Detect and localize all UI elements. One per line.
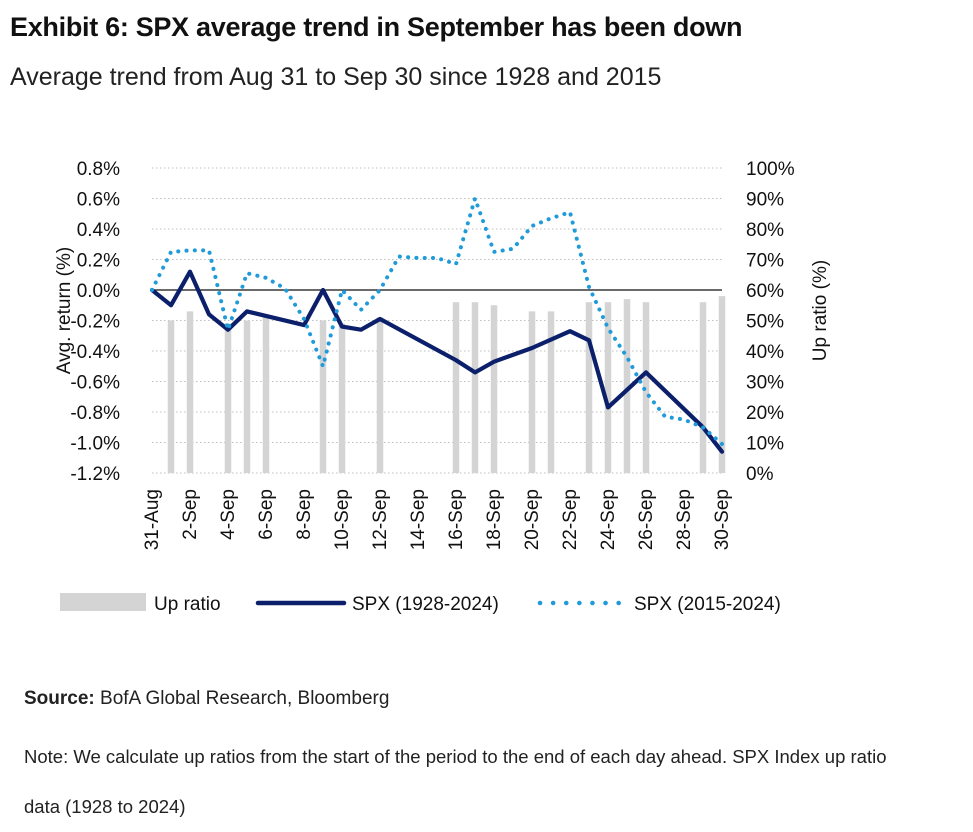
- x-tick-label: 6-Sep: [256, 489, 277, 540]
- legend-label-up-ratio: Up ratio: [154, 594, 221, 615]
- up-ratio-bar: [623, 299, 631, 473]
- x-tick-label: 20-Sep: [522, 489, 543, 550]
- up-ratio-bar: [699, 302, 707, 473]
- up-ratio-bar: [319, 320, 327, 473]
- up-ratio-bar: [547, 311, 555, 473]
- right-tick-label: 40%: [746, 342, 784, 363]
- up-ratio-bar: [338, 323, 346, 473]
- source-text: BofA Global Research, Bloomberg: [100, 688, 390, 709]
- right-tick-label: 0%: [746, 464, 774, 485]
- up-ratio-bar: [585, 302, 593, 473]
- spx-1928-2024-line: [149, 269, 725, 454]
- left-tick-label: -1.2%: [70, 464, 120, 485]
- chart: 0.8% 0.6% 0.4% 0.2% 0.0% -0.2% -0.4% -0.6% -0.8%…: [54, 159, 831, 615]
- chart-subtitle: Average trend from Aug 31 to Sep 30 sinc…: [10, 63, 662, 91]
- x-tick-label: 14-Sep: [408, 489, 429, 550]
- left-tick-label: -1.0%: [70, 434, 120, 455]
- up-ratio-bar: [243, 320, 251, 473]
- left-tick-label: 0.0%: [77, 281, 120, 302]
- right-tick-label: 20%: [746, 403, 784, 424]
- up-ratio-bar: [262, 317, 270, 473]
- right-tick-label: 10%: [746, 434, 784, 455]
- x-tick-label: 18-Sep: [484, 489, 505, 550]
- up-ratio-bar: [471, 302, 479, 473]
- left-tick-label: -0.4%: [70, 342, 120, 363]
- x-tick-label: 31-Aug: [142, 489, 163, 550]
- source-label: Source:: [24, 688, 95, 709]
- x-tick-label: 8-Sep: [294, 489, 315, 540]
- right-tick-label: 90%: [746, 190, 784, 211]
- up-ratio-bar: [224, 323, 232, 473]
- up-ratio-bar: [642, 302, 650, 473]
- left-tick-label: 0.8%: [77, 159, 120, 180]
- left-tick-label: 0.6%: [77, 190, 120, 211]
- left-axis-title: Avg. return (%): [54, 247, 75, 374]
- right-tick-label: 100%: [746, 159, 795, 180]
- x-tick-label: 30-Sep: [712, 489, 733, 550]
- axis-labels: 0.8% 0.6% 0.4% 0.2% 0.0% -0.2% -0.4% -0.6% -0.8%…: [54, 159, 831, 550]
- up-ratio-bar: [186, 311, 194, 473]
- x-tick-label: 4-Sep: [218, 489, 239, 540]
- left-tick-label: -0.6%: [70, 373, 120, 394]
- legend-label-spx-2015: SPX (2015-2024): [634, 594, 781, 615]
- left-tick-label: -0.8%: [70, 403, 120, 424]
- x-tick-label: 10-Sep: [332, 489, 353, 550]
- up-ratio-bar: [167, 320, 175, 473]
- x-tick-label: 24-Sep: [598, 489, 619, 550]
- legend-swatch-up-ratio: [60, 593, 146, 611]
- legend-label-spx-1928: SPX (1928-2024): [352, 594, 499, 615]
- right-tick-label: 50%: [746, 312, 784, 333]
- up-ratio-bars: [167, 296, 726, 473]
- right-axis-title: Up ratio (%): [810, 260, 831, 361]
- up-ratio-bar: [452, 302, 460, 473]
- up-ratio-bar: [490, 305, 498, 473]
- left-tick-label: -0.2%: [70, 312, 120, 333]
- right-tick-label: 30%: [746, 373, 784, 394]
- chart-title: Exhibit 6: SPX average trend in Septembe…: [10, 12, 743, 42]
- x-tick-label: 22-Sep: [560, 489, 581, 550]
- note-text: Note: We calculate up ratios from the st…: [24, 746, 887, 817]
- legend: Up ratio SPX (1928-2024) SPX (2015-2024): [60, 593, 781, 615]
- up-ratio-bar: [528, 311, 536, 473]
- source-line: Source: BofA Global Research, Bloomberg: [24, 688, 389, 710]
- left-tick-label: 0.2%: [77, 251, 120, 272]
- up-ratio-bar: [718, 296, 726, 473]
- up-ratio-bar: [376, 317, 384, 473]
- right-tick-label: 70%: [746, 251, 784, 272]
- left-tick-label: 0.4%: [77, 220, 120, 241]
- x-tick-label: 28-Sep: [674, 489, 695, 550]
- x-tick-label: 2-Sep: [180, 489, 201, 540]
- right-tick-label: 60%: [746, 281, 784, 302]
- right-tick-label: 80%: [746, 220, 784, 241]
- up-ratio-bar: [604, 302, 612, 473]
- x-tick-label: 12-Sep: [370, 489, 391, 550]
- x-tick-label: 16-Sep: [446, 489, 467, 550]
- x-tick-label: 26-Sep: [636, 489, 657, 550]
- spx-lines: [149, 191, 725, 454]
